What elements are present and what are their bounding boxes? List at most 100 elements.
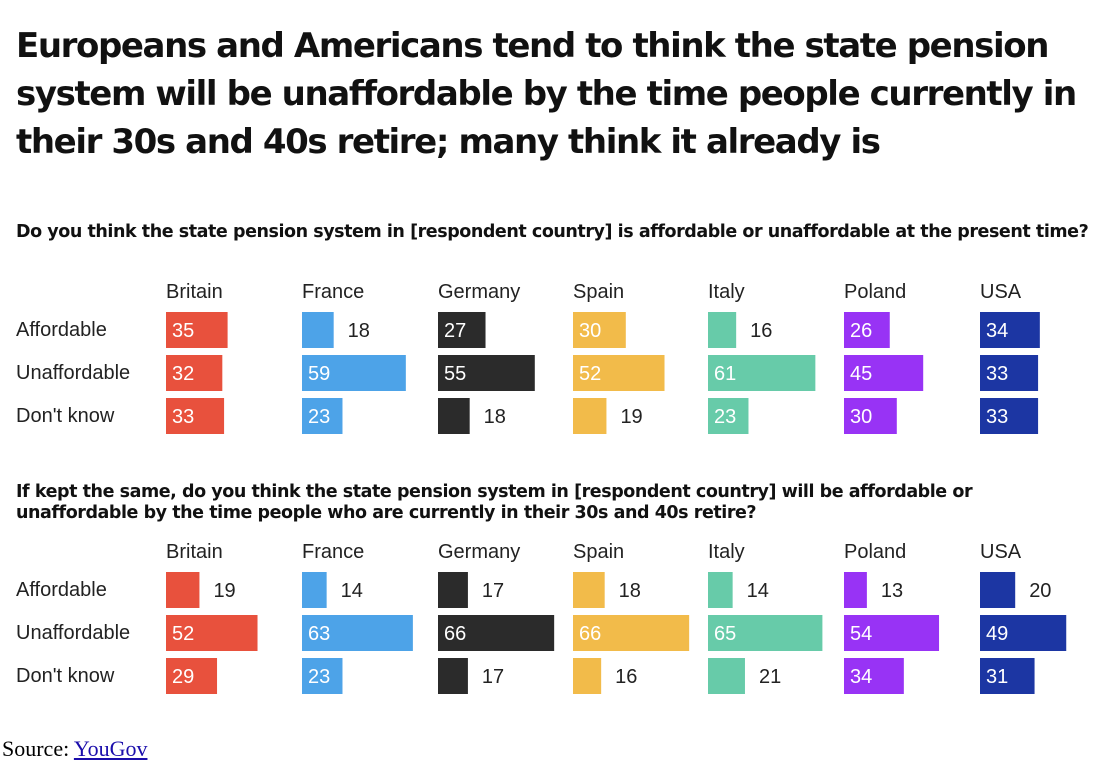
- bar-usa-unaffordable: [980, 615, 1067, 651]
- source-link[interactable]: YouGov: [73, 736, 148, 761]
- bar-france-unaffordable: [302, 615, 413, 651]
- country-label-france: France: [302, 541, 364, 563]
- bar-france-don-t-know: [302, 658, 343, 694]
- bar-italy-don-t-know: [708, 398, 749, 434]
- bar-poland-unaffordable: [844, 615, 940, 651]
- source-label: Source:: [2, 736, 70, 761]
- value-label-france-affordable: 18: [348, 320, 370, 342]
- bar-britain-affordable: [166, 312, 228, 348]
- row-label-unaffordable: Unaffordable: [16, 622, 130, 644]
- bar-italy-unaffordable: [708, 355, 816, 391]
- bar-britain-unaffordable: [166, 355, 223, 391]
- value-label-usa-don-t-know: 33: [986, 406, 1008, 428]
- value-label-italy-unaffordable: 61: [714, 363, 736, 385]
- bar-spain-affordable: [573, 572, 605, 608]
- bar-italy-affordable: [708, 312, 737, 348]
- country-label-italy: Italy: [708, 281, 745, 303]
- chart-panel-future: Affordable Unaffordable Don't know Britain 1…: [16, 541, 1067, 694]
- bar-italy-affordable: [708, 572, 733, 608]
- value-label-france-unaffordable: 59: [308, 363, 330, 385]
- value-label-germany-affordable: 27: [444, 320, 466, 342]
- bar-germany-affordable: [438, 312, 486, 348]
- value-label-usa-unaffordable: 33: [986, 363, 1008, 385]
- chart-title: Europeans and Americans tend to think th…: [16, 26, 1077, 162]
- chart-panel-current: Affordable Unaffordable Don't know Britain 3…: [16, 281, 1040, 434]
- value-label-italy-unaffordable: 65: [714, 623, 736, 645]
- value-label-poland-affordable: 26: [850, 320, 872, 342]
- row-label-don-t-know: Don't know: [16, 405, 115, 427]
- value-label-poland-don-t-know: 34: [850, 666, 872, 688]
- bar-britain-affordable: [166, 572, 200, 608]
- bar-germany-don-t-know: [438, 398, 470, 434]
- country-label-usa: USA: [980, 281, 1022, 303]
- bar-france-unaffordable: [302, 355, 406, 391]
- value-label-france-unaffordable: 63: [308, 623, 330, 645]
- bar-usa-don-t-know: [980, 398, 1039, 434]
- row-label-affordable: Affordable: [16, 319, 107, 341]
- value-label-britain-don-t-know: 33: [172, 406, 194, 428]
- row-label-don-t-know: Don't know: [16, 665, 115, 687]
- value-label-italy-don-t-know: 21: [759, 666, 781, 688]
- bar-france-don-t-know: [302, 398, 343, 434]
- country-label-italy: Italy: [708, 541, 745, 563]
- value-label-italy-affordable: 16: [750, 320, 772, 342]
- country-label-poland: Poland: [844, 281, 906, 303]
- value-label-spain-affordable: 18: [619, 580, 641, 602]
- value-label-italy-don-t-know: 23: [714, 406, 736, 428]
- question-2: If kept the same, do you think the state…: [16, 482, 973, 523]
- value-label-germany-unaffordable: 66: [444, 623, 466, 645]
- value-label-spain-unaffordable: 66: [579, 623, 601, 645]
- country-label-spain: Spain: [573, 541, 624, 563]
- source-line: Source: YouGov: [2, 736, 147, 762]
- bar-usa-affordable: [980, 312, 1040, 348]
- value-label-germany-don-t-know: 18: [484, 406, 506, 428]
- value-label-spain-affordable: 30: [579, 320, 601, 342]
- value-label-usa-affordable: 34: [986, 320, 1008, 342]
- bar-france-affordable: [302, 572, 327, 608]
- country-label-france: France: [302, 281, 364, 303]
- value-label-spain-don-t-know: 16: [615, 666, 637, 688]
- value-label-britain-unaffordable: 52: [172, 623, 194, 645]
- value-label-spain-don-t-know: 19: [620, 406, 642, 428]
- country-label-spain: Spain: [573, 281, 624, 303]
- country-label-britain: Britain: [166, 281, 223, 303]
- bar-spain-unaffordable: [573, 355, 665, 391]
- bar-poland-affordable: [844, 572, 867, 608]
- value-label-britain-don-t-know: 29: [172, 666, 194, 688]
- bar-britain-don-t-know: [166, 658, 218, 694]
- country-label-germany: Germany: [438, 281, 520, 303]
- row-label-affordable: Affordable: [16, 579, 107, 601]
- value-label-britain-affordable: 35: [172, 320, 194, 342]
- bar-spain-affordable: [573, 312, 626, 348]
- value-label-poland-affordable: 13: [881, 580, 903, 602]
- value-label-britain-affordable: 19: [213, 580, 235, 602]
- bar-france-affordable: [302, 312, 334, 348]
- bar-germany-unaffordable: [438, 615, 555, 651]
- bar-usa-unaffordable: [980, 355, 1039, 391]
- value-label-france-don-t-know: 23: [308, 406, 330, 428]
- bar-spain-unaffordable: [573, 615, 690, 651]
- bar-spain-don-t-know: [573, 658, 602, 694]
- bar-germany-affordable: [438, 572, 468, 608]
- question-1: Do you think the state pension system in…: [16, 222, 1089, 242]
- value-label-usa-don-t-know: 31: [986, 666, 1008, 688]
- value-label-usa-unaffordable: 49: [986, 623, 1008, 645]
- value-label-germany-don-t-know: 17: [482, 666, 504, 688]
- value-label-germany-affordable: 17: [482, 580, 504, 602]
- value-label-usa-affordable: 20: [1029, 580, 1051, 602]
- bar-poland-affordable: [844, 312, 890, 348]
- value-label-italy-affordable: 14: [747, 580, 769, 602]
- value-label-spain-unaffordable: 52: [579, 363, 601, 385]
- value-label-poland-unaffordable: 45: [850, 363, 872, 385]
- value-label-poland-unaffordable: 54: [850, 623, 872, 645]
- value-label-france-affordable: 14: [341, 580, 363, 602]
- bar-usa-affordable: [980, 572, 1016, 608]
- country-label-britain: Britain: [166, 541, 223, 563]
- bar-italy-unaffordable: [708, 615, 823, 651]
- bar-poland-unaffordable: [844, 355, 924, 391]
- bar-poland-don-t-know: [844, 398, 897, 434]
- bar-usa-don-t-know: [980, 658, 1035, 694]
- value-label-britain-unaffordable: 32: [172, 363, 194, 385]
- bar-britain-don-t-know: [166, 398, 225, 434]
- bar-germany-don-t-know: [438, 658, 468, 694]
